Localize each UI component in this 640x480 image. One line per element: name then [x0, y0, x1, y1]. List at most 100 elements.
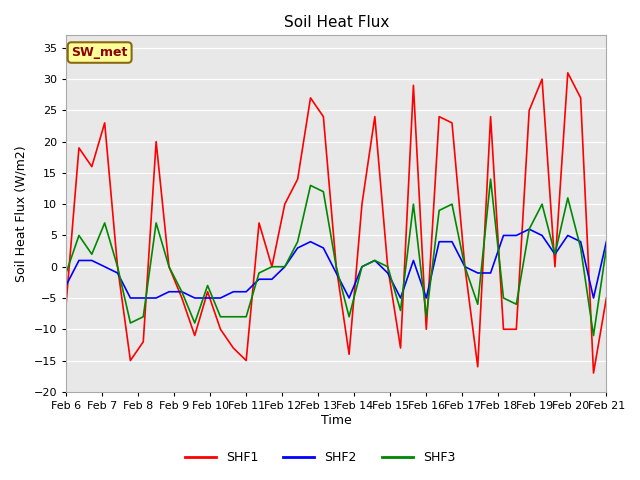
SHF3: [500, 295, 508, 301]
SHF1: [577, 95, 584, 101]
SHF1: [410, 83, 417, 88]
SHF2: [62, 283, 70, 288]
SHF2: [487, 270, 495, 276]
SHF3: [62, 270, 70, 276]
SHF3: [307, 182, 314, 188]
SHF3: [319, 189, 327, 194]
SHF2: [397, 295, 404, 301]
SHF2: [268, 276, 276, 282]
SHF2: [319, 245, 327, 251]
SHF2: [88, 258, 95, 264]
SHF3: [281, 264, 289, 270]
SHF2: [602, 239, 610, 245]
SHF1: [255, 220, 263, 226]
SHF1: [551, 264, 559, 270]
SHF1: [602, 295, 610, 301]
SHF1: [294, 176, 301, 182]
SHF2: [345, 295, 353, 301]
SHF3: [332, 264, 340, 270]
SHF2: [114, 270, 122, 276]
SHF3: [384, 264, 392, 270]
SHF3: [602, 245, 610, 251]
SHF2: [474, 270, 481, 276]
SHF2: [165, 289, 173, 295]
SHF1: [268, 264, 276, 270]
SHF1: [191, 333, 198, 338]
SHF3: [551, 252, 559, 257]
SHF2: [307, 239, 314, 245]
SHF3: [152, 220, 160, 226]
SHF1: [75, 145, 83, 151]
Line: SHF3: SHF3: [66, 179, 606, 336]
SHF3: [448, 201, 456, 207]
SHF1: [564, 70, 572, 76]
SHF2: [384, 270, 392, 276]
SHF3: [165, 264, 173, 270]
SHF3: [178, 289, 186, 295]
SHF1: [487, 114, 495, 120]
SHF3: [538, 201, 546, 207]
SHF3: [474, 301, 481, 307]
Legend: SHF1, SHF2, SHF3: SHF1, SHF2, SHF3: [180, 446, 460, 469]
SHF2: [216, 295, 224, 301]
SHF1: [422, 326, 430, 332]
SHF2: [101, 264, 109, 270]
SHF3: [191, 320, 198, 326]
SHF3: [88, 252, 95, 257]
SHF2: [577, 239, 584, 245]
SHF1: [307, 95, 314, 101]
SHF3: [487, 176, 495, 182]
SHF1: [589, 370, 597, 376]
SHF1: [230, 345, 237, 351]
SHF1: [204, 289, 211, 295]
SHF1: [384, 264, 392, 270]
SHF1: [114, 264, 122, 270]
SHF3: [435, 207, 443, 213]
SHF1: [319, 114, 327, 120]
SHF3: [255, 270, 263, 276]
SHF1: [474, 364, 481, 370]
SHF2: [140, 295, 147, 301]
SHF1: [62, 301, 70, 307]
SHF2: [281, 264, 289, 270]
SHF3: [294, 239, 301, 245]
SHF3: [268, 264, 276, 270]
Line: SHF1: SHF1: [66, 73, 606, 373]
SHF3: [577, 245, 584, 251]
SHF2: [564, 233, 572, 239]
SHF2: [152, 295, 160, 301]
SHF3: [564, 195, 572, 201]
SHF2: [500, 233, 508, 239]
SHF1: [243, 358, 250, 363]
SHF1: [513, 326, 520, 332]
SHF2: [75, 258, 83, 264]
SHF1: [140, 339, 147, 345]
SHF3: [216, 314, 224, 320]
SHF2: [525, 226, 533, 232]
SHF1: [165, 264, 173, 270]
SHF1: [371, 114, 379, 120]
SHF3: [75, 233, 83, 239]
SHF2: [255, 276, 263, 282]
SHF2: [230, 289, 237, 295]
SHF1: [345, 351, 353, 357]
SHF1: [178, 295, 186, 301]
SHF2: [178, 289, 186, 295]
SHF1: [152, 139, 160, 144]
SHF3: [204, 283, 211, 288]
SHF3: [589, 333, 597, 338]
Title: Soil Heat Flux: Soil Heat Flux: [284, 15, 389, 30]
SHF1: [538, 76, 546, 82]
SHF3: [461, 264, 468, 270]
Y-axis label: Soil Heat Flux (W/m2): Soil Heat Flux (W/m2): [15, 145, 28, 282]
SHF1: [435, 114, 443, 120]
SHF1: [216, 326, 224, 332]
Text: SW_met: SW_met: [72, 46, 128, 59]
SHF2: [461, 264, 468, 270]
SHF1: [448, 120, 456, 126]
SHF3: [101, 220, 109, 226]
SHF2: [410, 258, 417, 264]
SHF1: [500, 326, 508, 332]
SHF2: [332, 270, 340, 276]
SHF3: [422, 314, 430, 320]
